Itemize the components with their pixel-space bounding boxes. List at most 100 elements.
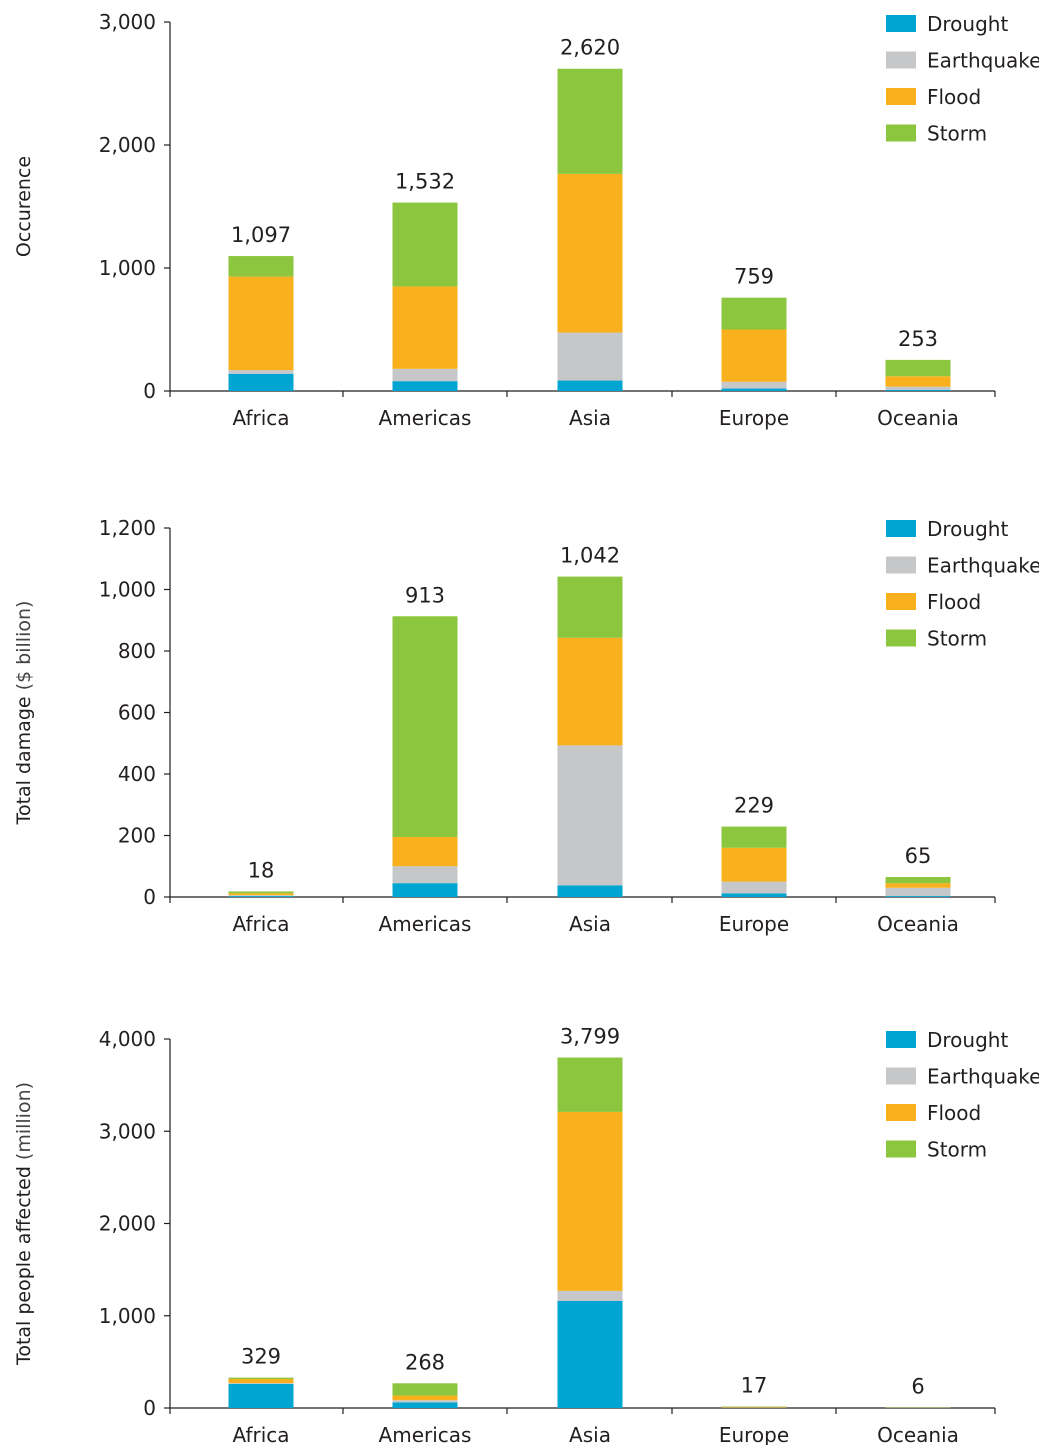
bar-total-label: 18 (248, 858, 275, 882)
bar-segment-flood (557, 1111, 623, 1291)
bar-segment-drought (228, 1384, 294, 1408)
y-axis-title-main: Total damage (13, 696, 35, 825)
bar-segment-storm (557, 68, 623, 174)
legend-label-flood: Flood (927, 590, 981, 614)
legend-swatch-drought (886, 15, 916, 32)
legend-swatch-storm (886, 1140, 916, 1158)
x-tick-label: Europe (719, 1423, 789, 1445)
bar-segment-flood (228, 1379, 294, 1384)
x-tick-label: Oceania (877, 406, 959, 430)
x-tick-label: Africa (232, 912, 289, 936)
bar-segment-storm (557, 1057, 623, 1112)
y-tick-label: 3,000 (99, 10, 156, 34)
bar-segment-earthquake (228, 895, 294, 897)
y-axis-title-main: Total people affected (13, 1166, 35, 1366)
bar-segment-flood (885, 883, 951, 888)
legend: Drought Earthquake Flood Storm (886, 12, 1039, 146)
legend-label-storm: Storm (927, 1138, 987, 1162)
bar-segment-drought (557, 1300, 623, 1408)
bar-segment-drought (228, 373, 294, 391)
occurrence-chart: 0 1,000 2,000 3,000 Africa Americas Asia Europe… (13, 10, 1039, 430)
x-tick-label: Americas (379, 1423, 472, 1445)
legend-label-drought: Drought (927, 1028, 1008, 1052)
y-tick-label: 1,000 (99, 578, 156, 602)
bar-segment-flood (228, 893, 294, 896)
bar-segment-drought (721, 388, 787, 391)
bar-total-label: 268 (405, 1350, 445, 1374)
x-tick-label: Europe (719, 406, 789, 430)
bar-segment-storm (885, 877, 951, 884)
legend-swatch-flood (886, 88, 916, 105)
bar-segment-earthquake (392, 866, 458, 884)
bar-segment-drought (392, 883, 458, 897)
bar-segment-flood (721, 329, 787, 382)
bar-segment-storm (392, 1383, 458, 1396)
bar-segment-storm (557, 576, 623, 638)
bar-total-label: 17 (741, 1373, 768, 1397)
legend-swatch-earthquake (886, 1067, 916, 1085)
bar-segment-drought (885, 389, 951, 391)
bar-segment-flood (557, 637, 623, 746)
y-tick-label: 0 (143, 885, 156, 909)
bar-segment-drought (228, 896, 294, 897)
y-tick-label: 400 (118, 762, 156, 786)
y-tick-label: 2,000 (99, 133, 156, 157)
legend-label-flood: Flood (927, 85, 981, 109)
x-tick-label: Africa (232, 1423, 289, 1445)
bar-segment-flood (392, 286, 458, 369)
legend: Drought Earthquake Flood Storm (886, 517, 1039, 651)
bar-segment-drought (392, 1402, 458, 1408)
people-affected-chart: 0 1,000 2,000 3,000 4,000 Africa Americas Asia E… (13, 1025, 1039, 1445)
bar-segment-drought (721, 893, 787, 897)
legend-label-drought: Drought (927, 517, 1008, 541)
legend-label-flood: Flood (927, 1101, 981, 1125)
bar-segment-drought (392, 381, 458, 391)
legend-swatch-earthquake (886, 51, 916, 69)
bar-segment-earthquake (557, 332, 623, 381)
y-axis-title: Occurence (13, 156, 35, 257)
bar-total-label: 253 (898, 327, 938, 351)
x-tick-label: Asia (569, 1423, 611, 1445)
legend-label-earthquake: Earthquake (927, 49, 1039, 73)
y-axis-title-main: Occurence (13, 156, 35, 257)
bar-segment-earthquake (392, 1400, 458, 1403)
bar-segment-earthquake (885, 386, 951, 390)
bar-segment-flood (228, 276, 294, 371)
y-tick-label: 0 (143, 379, 156, 403)
x-tick-label: Asia (569, 912, 611, 936)
legend-label-earthquake: Earthquake (927, 1065, 1039, 1089)
legend-swatch-drought (886, 1031, 916, 1048)
bar-segment-earthquake (557, 1290, 623, 1301)
bar-segment-flood (392, 837, 458, 867)
y-axis-title-unit: (million) (13, 1082, 35, 1166)
y-axis-title-unit: ($ billion) (13, 601, 35, 697)
bar-total-label: 913 (405, 583, 445, 607)
bar-segment-earthquake (721, 881, 787, 894)
y-tick-label: 1,000 (99, 256, 156, 280)
bar-segment-storm (392, 202, 458, 287)
bar-total-label: 6 (911, 1374, 924, 1398)
bar-segment-flood (392, 1395, 458, 1401)
y-tick-label: 600 (118, 701, 156, 725)
legend-label-earthquake: Earthquake (927, 554, 1039, 578)
bar-segment-flood (721, 847, 787, 882)
legend-swatch-storm (886, 124, 916, 142)
bar-total-label: 329 (241, 1345, 281, 1369)
bar-total-label: 1,042 (560, 544, 620, 568)
y-tick-label: 3,000 (99, 1119, 156, 1143)
bar-segment-storm (721, 826, 787, 848)
total-damage-chart: 0 200 400 600 800 1,000 1,200 Africa Americas Asi… (13, 516, 1039, 936)
bar-segment-drought (557, 885, 623, 897)
bar-segment-storm (721, 297, 787, 330)
y-tick-label: 800 (118, 639, 156, 663)
bar-segment-storm (885, 359, 951, 377)
bar-segment-storm (392, 616, 458, 838)
bar-segment-earthquake (721, 381, 787, 389)
x-tick-label: Asia (569, 406, 611, 430)
legend-swatch-flood (886, 593, 916, 610)
y-tick-label: 200 (118, 824, 156, 848)
legend-label-drought: Drought (927, 12, 1008, 36)
bar-segment-earthquake (557, 745, 623, 886)
bar-segment-storm (228, 256, 294, 277)
legend-label-storm: Storm (927, 627, 987, 651)
